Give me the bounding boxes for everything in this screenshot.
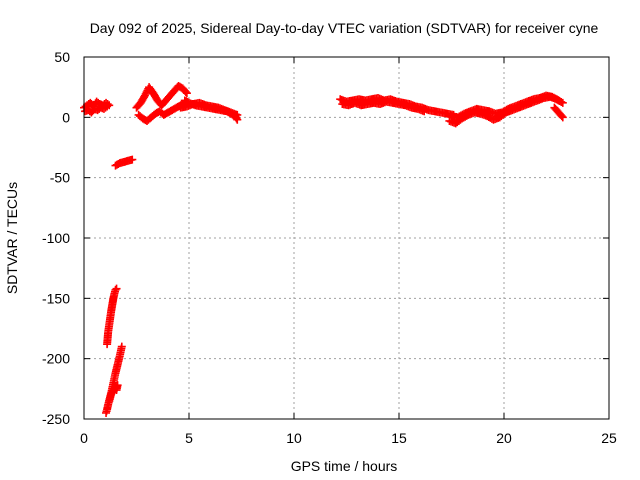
x-tick-label: 0 [80, 430, 88, 446]
y-tick-label: -150 [42, 290, 70, 306]
data-points [80, 81, 567, 417]
axis-ticks: 0 5 10 15 20 25 -250 -200 -150 -100 -50 0 50 [42, 49, 617, 446]
y-axis-label: SDTVAR / TECUs [4, 182, 20, 294]
data-point [128, 155, 137, 164]
x-tick-label: 25 [601, 430, 617, 446]
x-tick-label: 15 [391, 430, 407, 446]
x-axis-label: GPS time / hours [291, 458, 398, 474]
x-tick-label: 10 [286, 430, 302, 446]
data-point [420, 107, 429, 116]
data-point [233, 110, 242, 119]
data-point [557, 112, 566, 121]
data-point [553, 95, 562, 104]
data-point [101, 103, 110, 112]
y-tick-label: -250 [42, 411, 70, 427]
data-point [181, 87, 190, 96]
y-tick-label: -50 [50, 170, 70, 186]
data-point [111, 285, 120, 294]
y-tick-label: 50 [54, 49, 70, 65]
data-point [117, 342, 126, 351]
x-tick-label: 5 [185, 430, 193, 446]
chart-title: Day 092 of 2025, Sidereal Day-to-day VTE… [90, 20, 599, 36]
data-point [182, 89, 191, 98]
data-point [554, 96, 563, 105]
x-tick-label: 20 [496, 430, 512, 446]
data-point [558, 113, 567, 122]
y-tick-label: -200 [42, 351, 70, 367]
data-point [112, 284, 121, 293]
data-point [103, 102, 112, 111]
data-point [558, 98, 567, 107]
y-tick-label: 0 [62, 109, 70, 125]
y-tick-label: -100 [42, 230, 70, 246]
